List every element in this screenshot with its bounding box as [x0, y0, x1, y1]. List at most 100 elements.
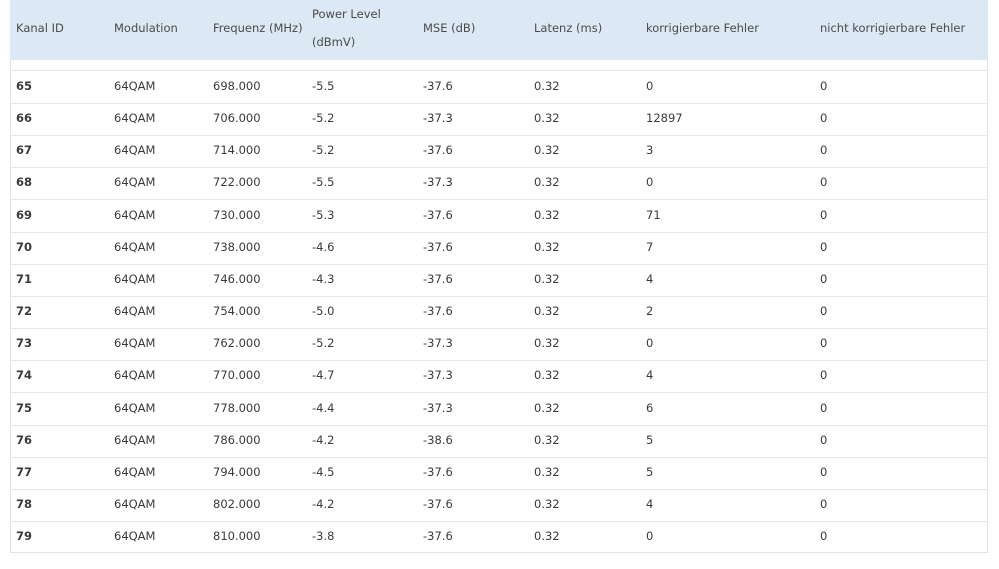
table-cell: 0.32 — [534, 464, 560, 479]
table-cell: 64QAM — [114, 432, 156, 447]
table-cell: -37.6 — [423, 79, 453, 93]
table-cell: 770.000 — [213, 368, 261, 383]
table-cell: -37.6 — [423, 464, 453, 479]
table-cell: 3 — [646, 143, 654, 158]
table-cell: -37.3 — [423, 368, 453, 383]
table-cell: 64QAM — [114, 464, 156, 479]
table-cell: -4.6 — [312, 239, 335, 254]
table-cell: -37.3 — [423, 336, 453, 351]
table-cell: 0 — [820, 304, 828, 319]
channel-id: 68 — [16, 175, 33, 190]
row-divider — [10, 103, 988, 104]
row-divider — [10, 70, 988, 71]
table-cell: -5.2 — [312, 143, 335, 158]
table-cell: 0 — [820, 400, 828, 415]
table-cell: 4 — [646, 368, 654, 383]
row-divider — [10, 392, 988, 394]
table-cell: -37.6 — [423, 271, 453, 286]
table-cell: 0.32 — [534, 304, 560, 319]
column-header: Modulation — [114, 21, 178, 35]
table-cell: 0 — [820, 368, 828, 383]
table-header — [10, 0, 988, 60]
table-cell: -5.0 — [312, 304, 335, 319]
column-header: Kanal ID — [16, 21, 64, 35]
table-cell: 0 — [820, 175, 828, 190]
table-cell: 786.000 — [213, 432, 261, 447]
table-cell: -5.3 — [312, 207, 335, 222]
table-cell: -4.7 — [312, 368, 335, 383]
table-cell: 730.000 — [213, 207, 261, 222]
channel-id: 69 — [16, 207, 33, 222]
table-cell: 4 — [646, 271, 654, 286]
channel-id: 70 — [16, 239, 33, 254]
table-cell: 698.000 — [213, 79, 261, 93]
table-cell: -37.6 — [423, 496, 453, 511]
table-cell: 746.000 — [213, 271, 261, 286]
channel-id: 76 — [16, 432, 33, 447]
table-cell: 64QAM — [114, 111, 156, 126]
table-cell: -37.6 — [423, 304, 453, 319]
table-cell: -5.5 — [312, 79, 335, 93]
row-divider — [10, 199, 988, 201]
table-cell: 0.32 — [534, 368, 560, 383]
channel-id: 65 — [16, 79, 33, 93]
table-cell: 0.32 — [534, 271, 560, 286]
table-cell: 0.32 — [534, 175, 560, 190]
table-cell: 7 — [646, 239, 654, 254]
channel-id: 75 — [16, 400, 33, 415]
row-divider — [10, 263, 988, 265]
table-cell: 0.32 — [534, 400, 560, 415]
row-divider — [10, 328, 988, 330]
table-cell: 0 — [646, 529, 654, 544]
table-cell: 0.32 — [534, 143, 560, 158]
table-cell: -4.2 — [312, 432, 335, 447]
table-cell: -37.3 — [423, 400, 453, 415]
table-cell: 0 — [820, 239, 828, 254]
table-cell: -5.5 — [312, 175, 335, 190]
table-cell: 714.000 — [213, 143, 261, 158]
table-cell: -5.2 — [312, 111, 335, 126]
column-header: Frequenz (MHz) — [213, 21, 303, 35]
row-divider — [10, 424, 988, 426]
table-cell: 0.32 — [534, 79, 560, 93]
table-cell: -37.3 — [423, 175, 453, 190]
table-cell: 0 — [820, 496, 828, 511]
table-cell: -38.6 — [423, 432, 453, 447]
table-cell: 64QAM — [114, 336, 156, 351]
table-cell: 64QAM — [114, 271, 156, 286]
table-cell: 0 — [820, 464, 828, 479]
table-cell: -37.6 — [423, 529, 453, 544]
channel-id: 74 — [16, 368, 33, 383]
row-divider — [10, 231, 988, 233]
table-cell: -3.8 — [312, 529, 335, 544]
table-cell: 0 — [820, 271, 828, 286]
column-header: korrigierbare Fehler — [646, 21, 759, 35]
table-cell: 0 — [646, 175, 654, 190]
table-cell: 0.32 — [534, 432, 560, 447]
table-cell: -37.6 — [423, 143, 453, 158]
row-divider — [10, 135, 988, 137]
table-cell: 64QAM — [114, 175, 156, 190]
table-cell: 71 — [646, 207, 661, 222]
channel-id: 71 — [16, 271, 33, 286]
channel-id: 73 — [16, 336, 33, 351]
table-cell: 0 — [820, 432, 828, 447]
table-cell: 64QAM — [114, 79, 156, 93]
table-cell: 6 — [646, 400, 654, 415]
table-cell: 12897 — [646, 111, 683, 126]
table-cell: 0 — [820, 79, 828, 93]
table-cell: 778.000 — [213, 400, 261, 415]
table-cell: 0.32 — [534, 239, 560, 254]
table-cell: 2 — [646, 304, 654, 319]
table-cell: 5 — [646, 432, 654, 447]
row-divider — [10, 488, 988, 490]
table-cell: 794.000 — [213, 464, 261, 479]
row-divider — [10, 520, 988, 522]
table-cell: 64QAM — [114, 143, 156, 158]
channel-id: 79 — [16, 529, 33, 544]
table-cell: 64QAM — [114, 368, 156, 383]
table-cell: -37.6 — [423, 239, 453, 254]
table-cell: -4.5 — [312, 464, 335, 479]
table-cell: 738.000 — [213, 239, 261, 254]
table-cell: -37.3 — [423, 111, 453, 126]
